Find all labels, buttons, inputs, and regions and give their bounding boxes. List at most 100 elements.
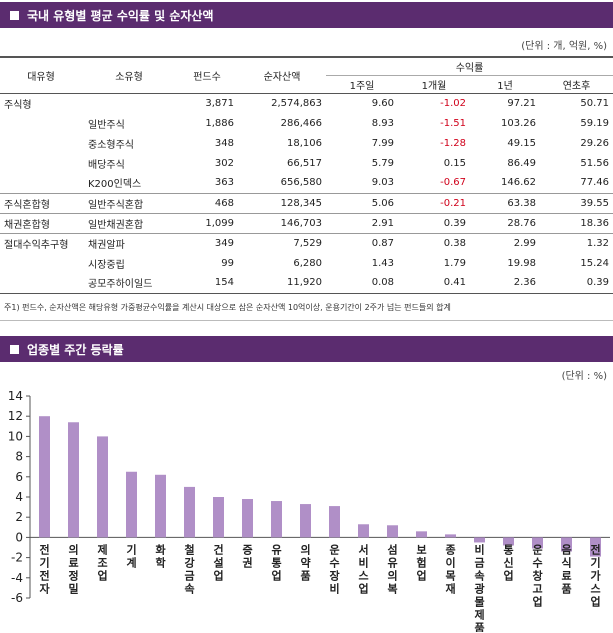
- table-row: 주식형 3,871 2,574,863 9.60 -1.02 97.21 50.71: [0, 93, 613, 113]
- bar: [126, 471, 137, 538]
- cell-nav: 286,466: [280, 117, 322, 129]
- header-1week: 1주일: [326, 75, 398, 94]
- y-tick-label: 12: [8, 409, 23, 423]
- bar: [68, 422, 79, 538]
- cell-m1: -0.21: [398, 193, 470, 214]
- y-tick-label: -6: [11, 591, 23, 605]
- bar: [39, 416, 50, 538]
- cell-m1: 0.15: [443, 157, 466, 169]
- square-bullet-icon: [10, 10, 19, 20]
- fund-return-table: 대유형 소유형 펀드수 순자산액 수익률 1주일 1개월 1년 연초후 주식형 3…: [0, 56, 613, 294]
- cell-y1: 2.99: [513, 237, 536, 249]
- table-row: 채권혼합형 일반채권혼합 1,099 146,703 2.91 0.39 28.76 18.3…: [0, 213, 613, 234]
- section1-title: 국내 유형별 평균 수익률 및 순자산액: [27, 8, 214, 23]
- cell-ytd: 39.55: [540, 193, 613, 214]
- cell-nav: 66,517: [287, 157, 322, 169]
- table-row: 주식혼합형 일반주식혼합 468 128,345 5.06 -0.21 63.38 39.55: [0, 193, 613, 214]
- cell-nav: 128,345: [238, 193, 326, 214]
- cell-type: [0, 133, 82, 153]
- cell-subtype: 시장중립: [88, 259, 125, 271]
- cell-type: [0, 273, 82, 294]
- bar: [474, 537, 485, 543]
- bar: [97, 436, 108, 538]
- cell-w1: 0.08: [326, 273, 398, 294]
- cell-y1: 63.38: [470, 193, 540, 214]
- bar: [242, 499, 253, 538]
- cell-nav: 656,580: [238, 173, 326, 194]
- cell-nav: 11,920: [238, 273, 326, 294]
- table-row: 일반주식 1,886 286,466 8.93 -1.51 103.26 59.19: [0, 113, 613, 133]
- header-1year: 1년: [470, 75, 540, 94]
- cell-subtype: 중소형주식: [88, 139, 134, 151]
- sector-weekly-change-chart: -6 -4 -2 0 2 4 6 8 10 12 14 전 기 전 자 의 료 정 밀 제 조 업 기 계 화 학 철 강 금 속 건 설 업 증…: [8, 389, 610, 632]
- table-footnote: 주1) 펀드수, 순자산액은 해당유형 가중평균수익률을 계산시 대상으로 삼은…: [4, 303, 451, 312]
- cell-count: 348: [214, 137, 234, 149]
- cell-m1: -1.28: [440, 137, 466, 149]
- y-tick-label: 2: [15, 510, 23, 524]
- bar: [300, 504, 311, 538]
- cell-m1: 0.39: [398, 213, 470, 234]
- cell-type: [0, 153, 82, 173]
- y-tick-label: 6: [15, 470, 23, 484]
- bar: [329, 506, 340, 538]
- cell-w1: 8.93: [371, 117, 394, 129]
- square-bullet-icon: [10, 344, 19, 354]
- cell-nav: 7,529: [293, 237, 322, 249]
- cell-type: [0, 173, 82, 194]
- cell-subtype: 공모주하이일드: [82, 273, 176, 294]
- cell-count: 363: [176, 173, 238, 194]
- header-ytd: 연초후: [540, 75, 613, 94]
- cell-type: 주식형: [4, 99, 32, 111]
- cell-ytd: 59.19: [580, 117, 609, 129]
- cell-y1: 2.36: [470, 273, 540, 294]
- y-tick-label: 10: [8, 429, 23, 443]
- cell-ytd: 29.26: [580, 137, 609, 149]
- table-row: 중소형주식 348 18,106 7.99 -1.28 49.15 29.26: [0, 133, 613, 153]
- cell-nav: 146,703: [238, 213, 326, 234]
- cell-type: [0, 113, 82, 133]
- cell-count: 1,099: [176, 213, 238, 234]
- bar: [155, 474, 166, 538]
- cell-ytd: 15.24: [580, 257, 609, 269]
- cell-type: [0, 253, 82, 273]
- header-type: 대유형: [0, 56, 82, 94]
- cell-m1: 0.38: [443, 237, 466, 249]
- cell-w1: 5.06: [326, 193, 398, 214]
- y-tick-label: -2: [11, 551, 23, 565]
- cell-nav: 18,106: [287, 137, 322, 149]
- cell-subtype: 일반주식: [88, 119, 125, 131]
- header-subtype: 소유형: [82, 56, 176, 94]
- cell-ytd: 1.32: [586, 237, 609, 249]
- cell-subtype: [82, 93, 176, 113]
- cell-w1: 5.79: [371, 157, 394, 169]
- bar: [184, 486, 195, 538]
- cell-y1: 103.26: [501, 117, 536, 129]
- table-row: 시장중립 99 6,280 1.43 1.79 19.98 15.24: [0, 253, 613, 273]
- header-1month: 1개월: [398, 75, 470, 94]
- cell-ytd: 77.46: [540, 173, 613, 194]
- cell-nav: 6,280: [293, 257, 322, 269]
- section2-unit: (단위 : %): [561, 371, 607, 382]
- header-return-group: 수익률: [326, 56, 613, 76]
- section1-title-bar: 국내 유형별 평균 수익률 및 순자산액: [0, 2, 613, 28]
- cell-type: 절대수익추구형: [4, 239, 69, 251]
- bar: [213, 497, 224, 538]
- cell-w1: 1.43: [371, 257, 394, 269]
- cell-y1: 146.62: [470, 173, 540, 194]
- cell-subtype: 일반채권혼합: [82, 213, 176, 234]
- cell-type: 채권혼합형: [0, 213, 82, 234]
- divider: [0, 320, 613, 321]
